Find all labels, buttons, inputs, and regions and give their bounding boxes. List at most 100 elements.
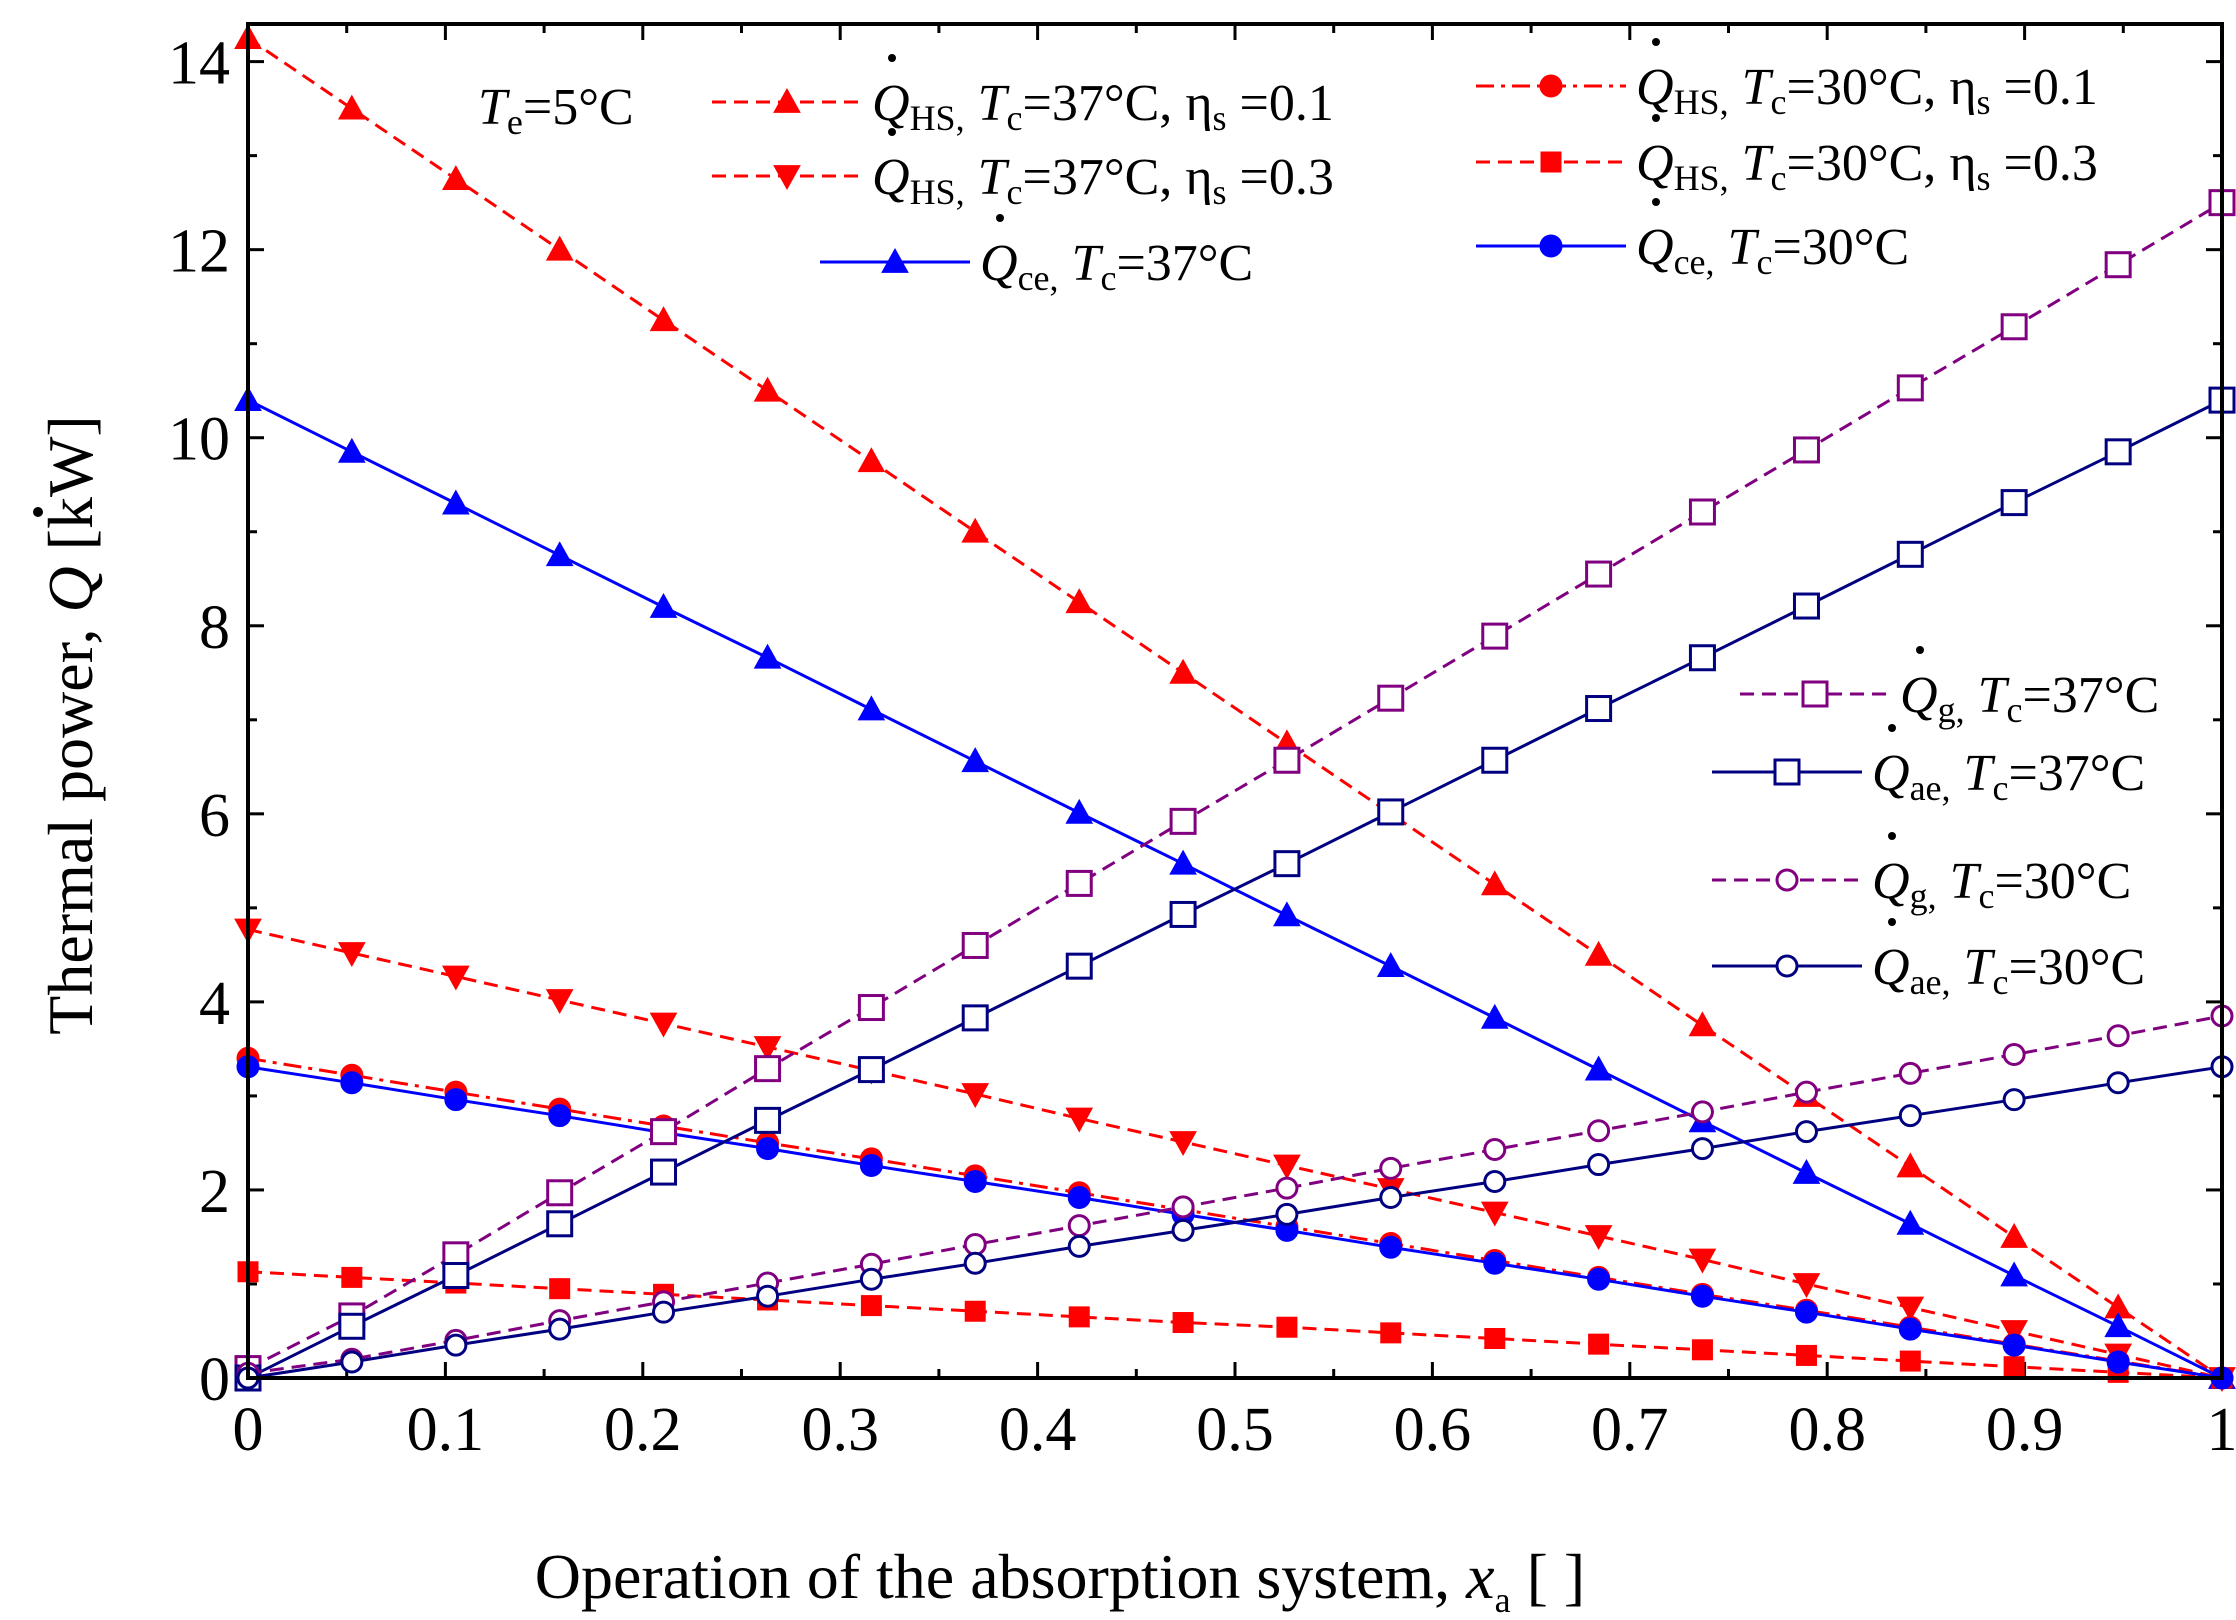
data-point (1691, 1339, 1713, 1361)
data-point (1067, 1234, 1091, 1258)
data-point (2104, 438, 2132, 466)
legend-label: QHS, Tc=30°C, ηs =0.3 (1636, 135, 2098, 198)
data-point (549, 1278, 571, 1300)
data-point (1169, 807, 1197, 835)
data-point (442, 1262, 470, 1290)
data-point (2002, 1333, 2026, 1357)
data-point (1794, 1300, 1818, 1324)
series-8 (236, 1004, 2234, 1385)
data-point (548, 1317, 572, 1341)
data-point (1379, 1235, 1403, 1259)
data-point (545, 541, 574, 567)
data-point (1690, 1100, 1714, 1124)
data-point (2104, 1312, 2133, 1338)
data-point (1275, 1202, 1299, 1226)
x-tick-label: 1 (2207, 1396, 2236, 1464)
data-point (1898, 1317, 1922, 1341)
data-point (649, 592, 678, 618)
x-tick-label: 0.3 (801, 1396, 879, 1464)
y-tick-label: 0 (199, 1346, 230, 1414)
data-point (1792, 1158, 1821, 1184)
data-point (650, 1118, 678, 1146)
data-point (1795, 1344, 1817, 1366)
data-point (546, 1210, 574, 1238)
data-point (1587, 1267, 1611, 1291)
data-point (857, 447, 886, 473)
data-point (754, 1055, 782, 1083)
data-point (444, 1333, 468, 1357)
q-dot (1888, 724, 1896, 732)
data-point (963, 1232, 987, 1256)
legend: QHS, Tc=37°C, ηs =0.1 QHS, Tc=37°C, ηs =0… (712, 38, 2159, 1002)
data-point (1896, 1152, 1925, 1178)
data-point (2002, 1088, 2026, 1112)
q-dot (1888, 918, 1896, 926)
series-line (247, 201, 2223, 1370)
series-line (247, 1014, 2223, 1375)
data-point (1065, 869, 1093, 897)
data-point (1584, 1055, 1613, 1081)
data-point (1379, 1185, 1403, 1209)
data-point (340, 1350, 364, 1374)
data-point (1275, 1176, 1299, 1200)
legend-entry-9: Qae, Tc=30°C (1712, 918, 2145, 1002)
data-point (1688, 498, 1716, 526)
data-point (1067, 1214, 1091, 1238)
y-tick-label: 4 (199, 970, 230, 1038)
data-point (652, 1300, 676, 1324)
data-point (1588, 1333, 1610, 1355)
data-point (1169, 900, 1197, 928)
data-point (1171, 1218, 1195, 1242)
y-title-q-dot (33, 507, 43, 517)
legend-marker (773, 165, 801, 191)
data-point (1483, 1251, 1507, 1275)
data-point (859, 1267, 883, 1291)
data-point (442, 165, 470, 191)
data-point (961, 931, 989, 959)
legend-entry-0: QHS, Tc=37°C, ηs =0.1 (712, 54, 1334, 138)
y-tick-label: 8 (199, 594, 230, 662)
data-point (1065, 1107, 1094, 1133)
data-point (1587, 1119, 1611, 1143)
y-tick-label: 12 (168, 218, 230, 286)
q-dot (888, 128, 896, 136)
legend-marker (1539, 234, 1563, 258)
legend-label: QHS, Tc=37°C, ηs =0.3 (872, 149, 1334, 212)
series-3 (236, 1046, 2234, 1390)
data-point (1480, 1003, 1509, 1029)
y-tick-label: 10 (168, 406, 230, 474)
data-point (1794, 1120, 1818, 1144)
x-tick-label: 0.9 (1986, 1396, 2064, 1464)
data-point (1794, 1080, 1818, 1104)
y-tick-label: 14 (168, 30, 230, 98)
data-point (545, 989, 574, 1015)
data-point (1584, 1225, 1613, 1251)
q-dot (1652, 198, 1660, 206)
data-point (2000, 313, 2028, 341)
data-point (2106, 1071, 2130, 1095)
data-point (1068, 1306, 1090, 1328)
data-point (859, 1153, 883, 1177)
data-point (545, 235, 574, 261)
data-point (340, 1071, 364, 1095)
data-point (857, 695, 886, 721)
data-point (963, 1251, 987, 1275)
data-point (857, 994, 885, 1022)
data-point (756, 1284, 780, 1308)
data-point (1898, 1104, 1922, 1128)
data-point (2104, 251, 2132, 279)
data-point (649, 306, 678, 332)
data-point (2000, 489, 2028, 517)
data-point (649, 1012, 678, 1038)
legend-label: Qg, Tc=37°C (1900, 667, 2159, 730)
series-1 (234, 918, 2236, 1393)
legend-marker (1773, 758, 1801, 786)
data-point (964, 1300, 986, 1322)
data-point (337, 94, 366, 120)
data-point (1480, 1201, 1509, 1227)
data-point (444, 1088, 468, 1112)
series-line (247, 928, 2223, 1380)
data-point (1273, 850, 1301, 878)
data-point (341, 1266, 363, 1288)
legend-entry-6: Qg, Tc=37°C (1740, 646, 2159, 730)
